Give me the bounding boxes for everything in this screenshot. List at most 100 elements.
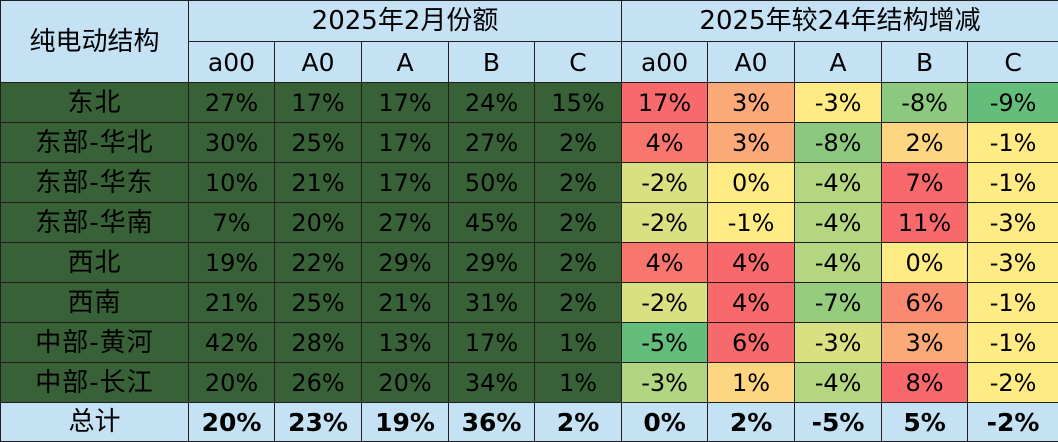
share-cell: 25% xyxy=(275,283,362,323)
header-row-top: 纯电动结构 2025年2月份额 2025年较24年结构增减 xyxy=(1,1,1058,42)
change-group-title: 2025年较24年结构增减 xyxy=(622,1,1058,42)
change-cell: 4% xyxy=(708,283,795,323)
change-cell: 3% xyxy=(708,123,795,163)
share-cell: 15% xyxy=(535,83,622,123)
share-cell: 27% xyxy=(362,203,449,243)
total-share-cell: 20% xyxy=(189,403,275,442)
change-col-header: A xyxy=(795,42,882,83)
region-label: 西南 xyxy=(1,283,189,323)
share-col-header: a00 xyxy=(189,42,275,83)
share-cell: 21% xyxy=(275,163,362,203)
region-label: 西北 xyxy=(1,243,189,283)
change-cell: -7% xyxy=(795,283,882,323)
share-cell: 27% xyxy=(189,83,275,123)
change-col-header: A0 xyxy=(708,42,795,83)
share-cell: 50% xyxy=(449,163,535,203)
share-cell: 2% xyxy=(535,203,622,243)
change-col-header: B xyxy=(882,42,968,83)
change-cell: -8% xyxy=(882,83,968,123)
share-cell: 22% xyxy=(275,243,362,283)
region-label: 东部-华北 xyxy=(1,123,189,163)
change-cell: 7% xyxy=(882,163,968,203)
share-cell: 1% xyxy=(535,323,622,363)
change-cell: 4% xyxy=(622,243,708,283)
share-cell: 45% xyxy=(449,203,535,243)
region-label: 中部-黄河 xyxy=(1,323,189,363)
total-change-cell: 0% xyxy=(622,403,708,442)
share-cell: 17% xyxy=(362,83,449,123)
change-cell: -2% xyxy=(622,203,708,243)
share-cell: 1% xyxy=(535,363,622,403)
change-cell: -8% xyxy=(795,123,882,163)
share-col-header: A xyxy=(362,42,449,83)
change-cell: -4% xyxy=(795,163,882,203)
change-cell: -3% xyxy=(795,83,882,123)
change-cell: -4% xyxy=(795,363,882,403)
change-cell: -3% xyxy=(968,203,1058,243)
share-cell: 2% xyxy=(535,283,622,323)
change-cell: 4% xyxy=(708,243,795,283)
change-cell: -9% xyxy=(968,83,1058,123)
change-cell: -4% xyxy=(795,243,882,283)
region-label: 东部-华南 xyxy=(1,203,189,243)
total-change-cell: -2% xyxy=(968,403,1058,442)
total-share-cell: 36% xyxy=(449,403,535,442)
share-cell: 28% xyxy=(275,323,362,363)
total-share-cell: 19% xyxy=(362,403,449,442)
total-share-cell: 2% xyxy=(535,403,622,442)
total-label: 总计 xyxy=(1,403,189,442)
change-cell: -3% xyxy=(795,323,882,363)
change-cell: 17% xyxy=(622,83,708,123)
total-change-cell: 2% xyxy=(708,403,795,442)
share-cell: 20% xyxy=(362,363,449,403)
change-col-header: C xyxy=(968,42,1058,83)
share-cell: 17% xyxy=(362,163,449,203)
share-cell: 30% xyxy=(189,123,275,163)
share-cell: 21% xyxy=(189,283,275,323)
change-cell: -1% xyxy=(708,203,795,243)
share-cell: 2% xyxy=(535,123,622,163)
share-cell: 24% xyxy=(449,83,535,123)
share-cell: 26% xyxy=(275,363,362,403)
share-cell: 10% xyxy=(189,163,275,203)
share-cell: 21% xyxy=(362,283,449,323)
total-row: 总计 20% 23% 19% 36% 2% 0% 2% -5% 5% -2% xyxy=(1,403,1058,442)
share-cell: 42% xyxy=(189,323,275,363)
share-col-header: B xyxy=(449,42,535,83)
share-cell: 17% xyxy=(362,123,449,163)
change-cell: -3% xyxy=(968,243,1058,283)
total-share-cell: 23% xyxy=(275,403,362,442)
change-cell: -1% xyxy=(968,283,1058,323)
change-cell: -2% xyxy=(622,163,708,203)
change-cell: 0% xyxy=(882,243,968,283)
share-cell: 27% xyxy=(449,123,535,163)
share-cell: 25% xyxy=(275,123,362,163)
change-cell: 0% xyxy=(708,163,795,203)
share-cell: 20% xyxy=(189,363,275,403)
change-cell: 4% xyxy=(622,123,708,163)
share-col-header: C xyxy=(535,42,622,83)
share-cell: 20% xyxy=(275,203,362,243)
change-cell: -2% xyxy=(968,363,1058,403)
change-cell: -3% xyxy=(622,363,708,403)
change-cell: -5% xyxy=(622,323,708,363)
change-cell: 3% xyxy=(708,83,795,123)
share-cell: 2% xyxy=(535,163,622,203)
share-cell: 2% xyxy=(535,243,622,283)
total-change-cell: 5% xyxy=(882,403,968,442)
region-label: 东部-华东 xyxy=(1,163,189,203)
change-cell: 11% xyxy=(882,203,968,243)
change-cell: -1% xyxy=(968,323,1058,363)
share-cell: 29% xyxy=(449,243,535,283)
corner-label: 纯电动结构 xyxy=(1,1,189,83)
change-cell: -2% xyxy=(622,283,708,323)
total-change-cell: -5% xyxy=(795,403,882,442)
